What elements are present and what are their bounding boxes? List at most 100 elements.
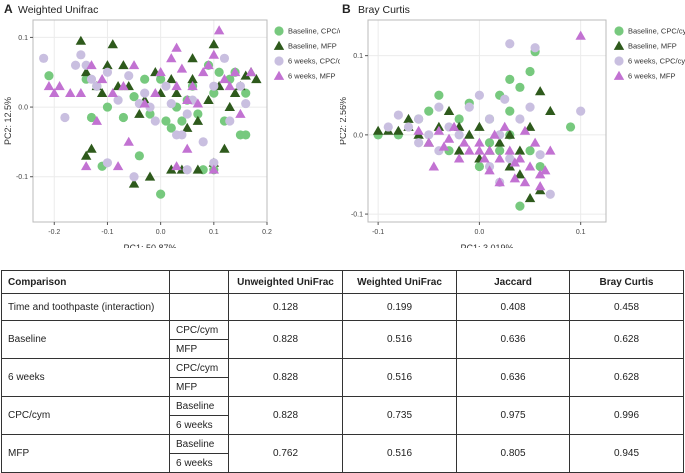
cell-value: 0.828 (228, 358, 343, 397)
data-point (514, 169, 526, 179)
data-point (65, 87, 76, 98)
x-tick-label: 0.1 (576, 229, 586, 236)
cell-value: 0.636 (456, 320, 570, 359)
cell-value: 0.945 (569, 434, 684, 473)
data-point (144, 171, 156, 181)
data-point (92, 81, 102, 91)
cell-value: 0.628 (569, 320, 684, 359)
row-sub: MFP (169, 339, 229, 359)
cell-value: 0.128 (228, 293, 343, 321)
legend-marker (274, 56, 284, 66)
cell-value: 0.762 (228, 434, 343, 473)
data-point (414, 114, 424, 124)
data-point (251, 74, 262, 84)
data-point (495, 146, 505, 156)
data-point (438, 141, 450, 151)
chart-b-svg: -0.1 0.0 0.1 -0.1 0.0 0.1 PC1: 3.019% PC2: 2.56… (338, 19, 685, 253)
panel-letter: A (4, 2, 13, 16)
cell-value: 0.805 (456, 434, 570, 473)
data-point (96, 74, 108, 84)
header-sub (169, 270, 229, 294)
data-point (182, 122, 193, 132)
legend-marker (274, 26, 284, 36)
data-point (540, 165, 551, 175)
row-sub: MFP (169, 377, 229, 397)
table-row: 6 weeks (2, 453, 684, 473)
data-point (505, 74, 515, 85)
data-point (182, 109, 192, 119)
data-point (118, 80, 129, 91)
data-point (229, 87, 241, 98)
data-point (203, 94, 214, 105)
table-header-row: Comparison Unweighted UniFrac Weighted U… (1, 270, 684, 294)
chart-title: Bray Curtis (358, 4, 410, 16)
legend-label: 6 weeks, MFP (628, 72, 676, 81)
cell-value: 0.735 (342, 396, 457, 435)
data-point (129, 92, 139, 102)
chart-title: Weighted Unifrac (18, 4, 99, 16)
data-point (505, 106, 515, 116)
table-row: MFP Baseline 0.762 0.516 0.805 0.945 (1, 434, 684, 473)
data-point (454, 114, 464, 124)
data-point (235, 108, 246, 118)
data-point (504, 161, 515, 171)
panel-letter: B (342, 2, 351, 16)
header-comparison: Comparison (1, 270, 170, 294)
cell-value: 0.408 (456, 293, 570, 321)
data-point (529, 137, 541, 147)
data-point (241, 98, 251, 109)
data-point (225, 116, 235, 126)
data-point (224, 101, 235, 111)
data-point (500, 94, 510, 104)
legend-label: Baseline, CPC/cym (288, 27, 340, 36)
data-point (177, 130, 187, 140)
data-point (166, 164, 177, 174)
data-point (459, 137, 470, 147)
data-point (208, 49, 220, 59)
data-point (494, 137, 505, 147)
data-point (209, 158, 219, 168)
data-point (484, 145, 495, 155)
data-point (219, 143, 230, 153)
data-point (70, 60, 81, 70)
data-point (499, 121, 510, 131)
data-point (474, 121, 485, 131)
data-point (514, 145, 526, 155)
row-sub: CPC/cym (169, 320, 229, 340)
data-point (182, 143, 193, 153)
data-point (525, 102, 535, 112)
data-point (80, 150, 92, 160)
x-tick-label: -0.2 (48, 229, 60, 236)
data-point (565, 122, 576, 132)
data-point (145, 109, 155, 119)
data-point (448, 121, 460, 131)
data-point (535, 161, 545, 172)
data-point (208, 39, 220, 49)
data-point (161, 81, 171, 91)
row-label: Baseline (1, 320, 170, 359)
y-axis-label: PC2: 2.56% (340, 97, 348, 145)
data-point (403, 122, 414, 132)
x-axis-label: PC1: 3.019% (460, 243, 513, 248)
data-point (241, 130, 251, 140)
data-point (140, 88, 150, 98)
data-point (182, 94, 193, 105)
data-point (464, 129, 475, 139)
data-point (535, 150, 545, 160)
data-point (86, 60, 97, 70)
y-tick-label: -0.1 (16, 174, 28, 181)
data-point (156, 189, 166, 199)
header-bray-curtis: Bray Curtis (569, 270, 684, 294)
data-point (193, 109, 203, 119)
data-point (494, 177, 505, 187)
data-point (107, 87, 118, 98)
data-point (203, 60, 214, 70)
data-point (75, 87, 87, 98)
data-point (166, 74, 177, 84)
data-point (139, 98, 150, 108)
data-point (166, 53, 177, 63)
data-point (525, 146, 535, 156)
data-point (515, 201, 525, 211)
data-point (383, 122, 393, 132)
data-point (494, 153, 505, 163)
